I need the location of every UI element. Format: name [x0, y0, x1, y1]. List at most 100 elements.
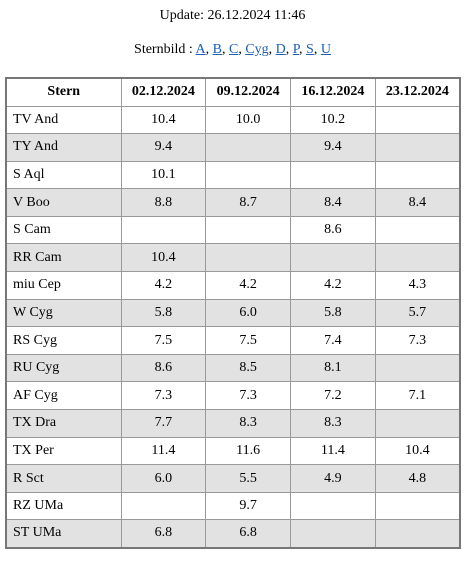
sternbild-nav: Sternbild : A, B, C, Cyg, D, P, S, U: [0, 42, 465, 58]
table-row: TX Dra 7.7 8.3 8.3: [5, 409, 461, 438]
magnitude-cell: [374, 491, 461, 521]
separator: ,: [238, 42, 242, 57]
magnitude-cell: 9.4: [120, 133, 207, 162]
magnitude-cell: [290, 491, 376, 521]
header-row: Stern 02.12.2024 09.12.2024 16.12.2024 23.12…: [5, 77, 461, 107]
magnitude-cell: 10.4: [120, 243, 207, 273]
magnitude-cell: 7.7: [120, 409, 207, 438]
constellation-link[interactable]: S: [306, 42, 314, 57]
magnitude-cell: 4.2: [120, 271, 207, 300]
magnitude-cell: [120, 215, 207, 245]
magnitude-cell: 7.5: [205, 326, 291, 355]
constellation-link[interactable]: Cyg: [245, 42, 269, 57]
magnitude-cell: 11.4: [120, 436, 207, 466]
magnitude-cell: 5.7: [374, 298, 461, 328]
star-name-cell: AF Cyg: [5, 381, 122, 411]
star-name-cell: RR Cam: [5, 243, 122, 273]
magnitude-cell: 5.5: [205, 464, 291, 493]
magnitude-cell: 8.6: [290, 215, 376, 245]
magnitude-cell: 7.4: [290, 326, 376, 355]
table-row: AF Cyg 7.3 7.3 7.2 7.1: [5, 381, 461, 411]
constellation-link[interactable]: D: [275, 42, 286, 57]
separator: ,: [268, 42, 273, 57]
constellation-link[interactable]: A: [195, 42, 206, 57]
magnitude-cell: [374, 215, 461, 245]
magnitude-cell: 8.5: [205, 353, 291, 383]
table-row: V Boo 8.8 8.7 8.4 8.4: [5, 188, 461, 217]
magnitude-cell: 7.1: [374, 381, 461, 411]
magnitude-cell: 11.4: [290, 436, 376, 466]
magnitude-cell: 8.1: [290, 353, 376, 383]
data-table: Stern 02.12.2024 09.12.2024 16.12.2024 23.12…: [5, 77, 461, 549]
table-body: TV And 10.4 10.0 10.2 TY And 9.4 9.4 S Aql 10.1 V…: [5, 105, 461, 548]
magnitude-cell: [374, 409, 461, 438]
star-name-cell: TX Dra: [5, 409, 122, 438]
star-name-cell: W Cyg: [5, 298, 122, 328]
magnitude-cell: 8.3: [205, 409, 291, 438]
star-name-cell: V Boo: [5, 188, 122, 217]
magnitude-cell: [205, 215, 291, 245]
magnitude-cell: 6.0: [120, 464, 207, 493]
table-row: W Cyg 5.8 6.0 5.8 5.7: [5, 298, 461, 328]
magnitude-cell: 10.4: [120, 105, 207, 135]
magnitude-cell: 6.8: [120, 519, 207, 548]
star-name-cell: S Cam: [5, 215, 122, 245]
magnitude-cell: 7.5: [120, 326, 207, 355]
table-row: S Aql 10.1: [5, 160, 461, 190]
magnitude-cell: 11.6: [205, 436, 291, 466]
table-row: RR Cam 10.4: [5, 243, 461, 273]
magnitude-cell: 7.3: [374, 326, 461, 355]
magnitude-cell: 5.8: [290, 298, 376, 328]
magnitude-cell: [374, 133, 461, 162]
magnitude-cell: 10.2: [290, 105, 376, 135]
constellation-link[interactable]: C: [228, 42, 239, 57]
magnitude-cell: 8.8: [120, 188, 207, 217]
separator: ,: [299, 42, 303, 57]
table-row: TX Per 11.4 11.6 11.4 10.4: [5, 436, 461, 466]
magnitude-cell: 8.7: [205, 188, 291, 217]
magnitude-cell: 9.7: [205, 491, 291, 521]
star-name-cell: S Aql: [5, 160, 122, 190]
magnitude-cell: [374, 243, 461, 273]
magnitude-cell: [374, 160, 461, 190]
star-name-cell: TX Per: [5, 436, 122, 466]
magnitude-cell: [120, 491, 207, 521]
star-name-cell: miu Cep: [5, 271, 122, 300]
constellation-link[interactable]: B: [212, 42, 222, 57]
separator: ,: [313, 42, 318, 57]
table-row: RU Cyg 8.6 8.5 8.1: [5, 353, 461, 383]
constellation-link[interactable]: U: [320, 42, 331, 57]
magnitude-cell: 7.3: [120, 381, 207, 411]
separator: ,: [205, 42, 210, 57]
magnitude-cell: [205, 243, 291, 273]
magnitude-cell: 4.2: [290, 271, 376, 300]
magnitude-cell: 7.3: [205, 381, 291, 411]
star-name-cell: RZ UMa: [5, 491, 122, 521]
magnitude-cell: 4.3: [374, 271, 461, 300]
update-text: Update: 26.12.2024 11:46: [159, 8, 306, 23]
header-cell: 09.12.2024: [205, 77, 291, 107]
magnitude-cell: 5.8: [120, 298, 207, 328]
table-row: ST UMa 6.8 6.8: [5, 519, 461, 548]
table-row: S Cam 8.6: [5, 215, 461, 245]
magnitude-cell: 8.4: [374, 188, 461, 217]
magnitude-cell: [374, 105, 461, 135]
header-cell: Stern: [5, 77, 122, 107]
star-name-cell: TY And: [5, 133, 122, 162]
header-cell: 23.12.2024: [374, 77, 461, 107]
magnitude-cell: 4.2: [205, 271, 291, 300]
table-row: TV And 10.4 10.0 10.2: [5, 105, 461, 135]
table-row: RS Cyg 7.5 7.5 7.4 7.3: [5, 326, 461, 355]
magnitude-cell: 6.8: [205, 519, 291, 548]
constellation-link[interactable]: P: [292, 42, 300, 57]
magnitude-cell: 4.9: [290, 464, 376, 493]
magnitude-cell: 9.4: [290, 133, 376, 162]
header-cell: 02.12.2024: [120, 77, 207, 107]
magnitude-cell: [205, 133, 291, 162]
table-row: RZ UMa 9.7: [5, 491, 461, 521]
magnitude-cell: 8.6: [120, 353, 207, 383]
star-name-cell: ST UMa: [5, 519, 122, 548]
star-name-cell: R Sct: [5, 464, 122, 493]
magnitude-cell: [205, 160, 291, 190]
